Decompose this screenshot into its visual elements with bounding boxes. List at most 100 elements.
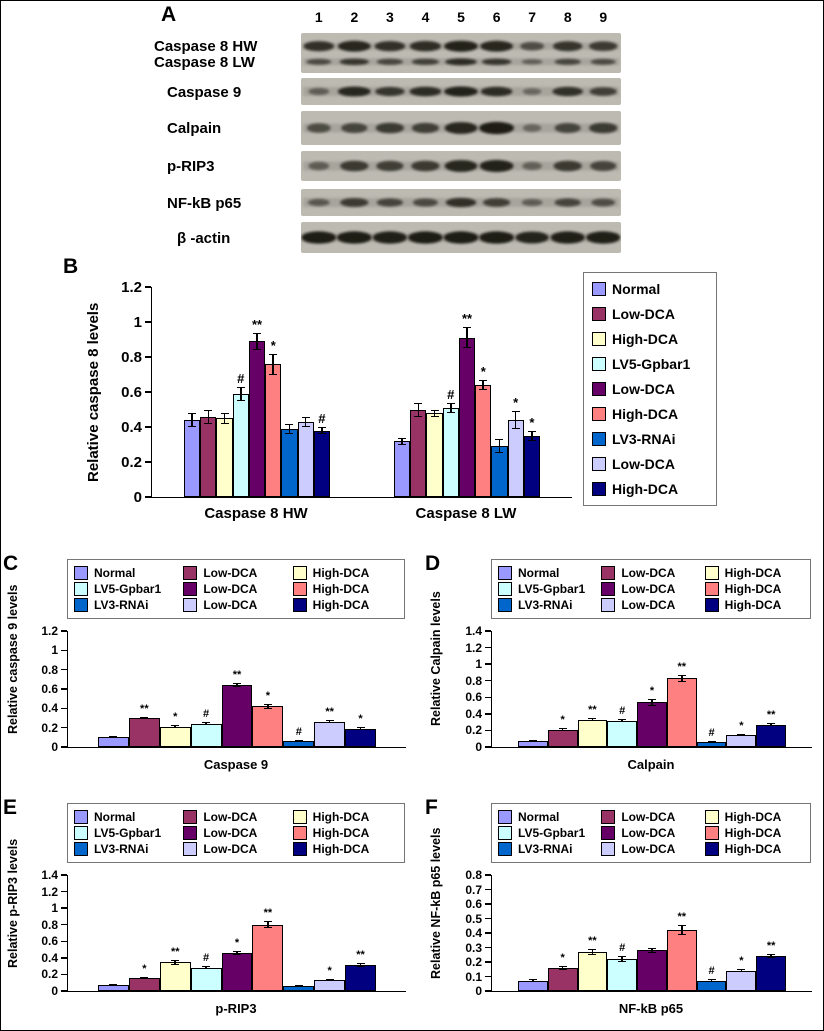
bar-low-dca [200,416,217,497]
significance-mark: ** [356,949,365,962]
legend-item: High-DCA [704,810,804,824]
bar-high-dca [345,965,376,991]
legend-item: High-DCA [292,842,398,856]
legend-label: LV3-RNAi [612,431,676,447]
panel-d-letter: D [425,552,441,575]
plot-area-D: 0 0.2 0.4 0.6 0.8 1 1.2 1.4 * ** # * ** # * ** [465,625,812,753]
category-label: Caspase 8 LW [415,505,517,522]
bar-high-dca [577,951,608,991]
y-tick-mark [485,917,491,920]
error-bar [171,959,180,965]
blot-label-beta-actin: β -actin [177,230,231,247]
error-bar [233,950,241,955]
legend-label: Low-DCA [621,826,676,840]
legend-label: Low-DCA [203,842,258,856]
legend-item: Normal [498,566,597,580]
legend-item: High-DCA [292,810,398,824]
legend-swatch [183,842,198,856]
error-bar [301,416,310,427]
error-bar [588,718,597,722]
legend-swatch [498,810,512,824]
panel-c-letter: C [3,552,19,575]
legend-swatch [498,582,512,596]
blot-label-nfkb-p65: NF-kB p65 [167,195,242,212]
y-tick-label: 0.2 [465,723,482,738]
category-label: NF-kB p65 [618,1001,684,1016]
bar-high-dca [159,726,191,747]
significance-mark: * [234,936,240,949]
error-bar [253,332,261,350]
bar-high-dca [345,728,376,747]
bar-high-dca [252,924,284,991]
category-label: p-RIP3 [215,1001,257,1016]
legend-label: LV5-Gpbar1 [518,582,586,596]
y-tick-mark [145,426,151,428]
lane-number: 7 [528,9,537,25]
significance-mark: * [529,414,535,430]
western-blot-image [301,33,621,73]
legend-label: High-DCA [312,566,370,580]
error-bar [707,979,716,983]
legend-item: Low-DCA [592,306,708,322]
blot-label-caspase8-lw: Caspase 8 LW [154,54,255,71]
legend-item: High-DCA [292,598,398,612]
blot-label-caspase9: Caspase 9 [167,84,242,101]
legend-label: High-DCA [612,481,679,497]
legend-label: High-DCA [312,810,370,824]
error-bar [648,947,656,954]
blot-strip-p-rip3 [301,151,621,181]
lane-number: 5 [457,9,465,25]
legend-swatch [292,582,307,596]
significance-mark: ** [325,706,334,719]
significance-mark: * [270,337,276,353]
y-tick-label: 0.4 [121,418,142,436]
y-tick-label: 0.3 [465,940,482,955]
bar-high-dca [216,418,233,497]
bar-lv3-rnai [696,742,727,747]
plot-area-C: 0 0.2 0.4 0.6 0.8 1 1.2 ** * # ** * # ** * [41,625,406,753]
y-tick-mark [145,356,151,358]
y-tick-label: 0 [475,984,482,998]
error-bar [263,704,272,709]
lane-number: 4 [421,9,430,25]
legend-label: Low-DCA [621,842,676,856]
error-bar [588,948,597,955]
y-tick-label: 1.2 [41,884,58,899]
y-tick-label: 1.2 [121,278,142,296]
blot-strip-calpain [301,111,621,145]
legend-label: High-DCA [724,826,782,840]
error-bar [707,740,716,743]
y-tick-mark [485,975,491,978]
legend-label: LV3-RNAi [518,842,573,856]
error-bar [202,722,211,726]
legend-swatch [704,598,719,612]
lane-number: 6 [492,9,501,25]
error-bar [109,736,118,739]
bar-low-dca [221,952,253,991]
error-bar [398,437,407,445]
y-tick-mark [61,890,67,893]
legend-swatch [592,357,606,371]
blot-strip-nfkb-p65 [301,189,621,216]
significance-mark: # [318,411,326,426]
y-tick-mark [485,746,491,748]
legend-swatch [601,810,616,824]
legend-label: High-DCA [312,598,370,612]
y-axis-title-e: Relative p-RIP3 levels [6,838,20,968]
y-tick-mark [145,461,151,463]
significance-mark: ** [766,940,776,953]
bar-lv5-gpbar1 [607,959,638,991]
y-tick-mark [485,932,491,934]
y-tick-label: 1 [51,643,58,658]
legend-label: Low-DCA [621,582,676,596]
legend-item: Low-DCA [183,598,288,612]
western-blot-image [301,78,621,105]
significance-mark: * [560,951,565,964]
error-bar [479,379,488,391]
legend-item: High-DCA [592,481,708,497]
legend-B: Normal Low-DCA High-DCA LV5-Gpbar1 Low-DCA Hi… [583,272,717,506]
y-tick-mark [61,707,67,710]
error-bar [236,386,245,401]
plot-area-E: 0 0.2 0.4 0.6 0.8 1 1.2 1.4 * ** # * ** * ** [41,869,406,997]
